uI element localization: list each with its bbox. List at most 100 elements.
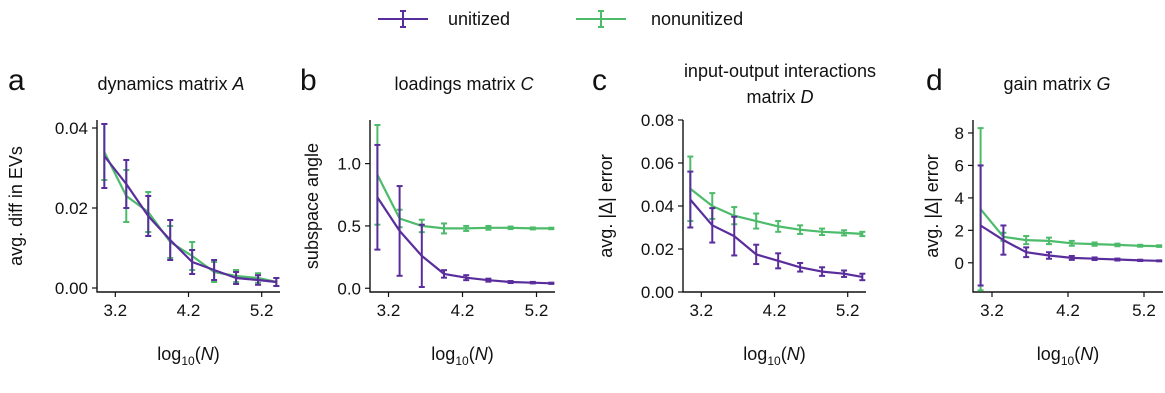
xlabel-close: ): [214, 344, 220, 364]
xlabel-open: (: [1074, 344, 1080, 364]
panel-title: input-output interactions matrix D: [684, 61, 876, 107]
x-tick-label: 4.2: [177, 301, 201, 320]
title-var: D: [801, 87, 814, 107]
x-tick-label: 3.2: [980, 301, 1004, 320]
xlabel-var: N: [787, 344, 801, 364]
panel-title: gain matrix G: [1003, 74, 1110, 94]
title-var: G: [1097, 74, 1111, 94]
series-unitized: [101, 123, 280, 287]
xlabel-var: N: [475, 344, 489, 364]
xlabel-sub: 10: [455, 354, 469, 368]
x-tick-label: 3.2: [689, 301, 713, 320]
y-tick-label: 0.08: [641, 111, 674, 130]
xlabel-var: N: [201, 344, 215, 364]
xlabel-open: (: [195, 344, 201, 364]
panel-letter: a: [8, 64, 25, 97]
xlabel-close: ): [1093, 344, 1099, 364]
y-tick-label: 0.04: [641, 197, 674, 216]
panel-title: dynamics matrix A: [97, 74, 244, 94]
x-tick-label: 4.2: [451, 301, 475, 320]
x-axis-label: log10(N): [157, 344, 219, 368]
xlabel-close: ): [488, 344, 494, 364]
panel-title: loadings matrix C: [394, 74, 534, 94]
panel-b: b loadings matrix C 0.0 0.5 1.0 3.2 4.2 5.2 log1…: [300, 64, 555, 368]
x-tick-label: 4.2: [763, 301, 787, 320]
legend: unitized nonunitized: [378, 9, 743, 29]
y-tick-label: 4: [955, 189, 964, 208]
series-nonunitized: [977, 127, 1163, 292]
y-tick-label: 0.04: [55, 119, 88, 138]
xlabel-log: log: [431, 344, 455, 364]
x-tick-label: 5.2: [250, 301, 274, 320]
series-nonunitized: [687, 155, 866, 238]
y-tick-label: 0.02: [641, 240, 674, 259]
x-tick-label: 5.2: [836, 301, 860, 320]
x-tick-label: 4.2: [1056, 301, 1080, 320]
title-var: A: [232, 74, 245, 94]
series-line-nonunitized: [103, 151, 277, 284]
series-line-unitized: [103, 155, 277, 284]
title-line-1: input-output interactions: [684, 61, 876, 81]
title-main: gain matrix: [1003, 74, 1096, 94]
xlabel-var: N: [1080, 344, 1094, 364]
series-line-nonunitized: [376, 174, 552, 230]
title-text: gain matrix G: [1003, 74, 1110, 94]
y-tick-label: 2: [955, 221, 964, 240]
y-tick-label: 0.0: [337, 279, 361, 298]
xlabel-log: log: [743, 344, 767, 364]
y-tick-label: 1.0: [337, 155, 361, 174]
title-text: dynamics matrix A: [97, 74, 244, 94]
legend-label: unitized: [448, 9, 510, 29]
xlabel-log: log: [1037, 344, 1061, 364]
x-tick-label: 3.2: [103, 301, 127, 320]
y-tick-label: 0.00: [641, 283, 674, 302]
y-axis-label: avg. |Δ| error: [596, 154, 616, 257]
legend-item-nonunitized: nonunitized: [576, 9, 743, 29]
title-var: C: [521, 74, 535, 94]
xlabel-sub: 10: [1061, 354, 1075, 368]
series-unitized: [374, 143, 555, 289]
panel-letter: b: [300, 64, 317, 97]
series-line-unitized: [689, 198, 863, 278]
y-tick-label: 0.02: [55, 199, 88, 218]
xlabel-close: ): [800, 344, 806, 364]
xlabel-open: (: [469, 344, 475, 364]
y-axis-label: subspace angle: [302, 143, 322, 269]
title-text: loadings matrix C: [394, 74, 534, 94]
xlabel-log: log: [157, 344, 181, 364]
panel-letter: d: [926, 64, 943, 97]
title-line-2: matrix D: [747, 87, 814, 107]
xlabel-sub: 10: [181, 354, 195, 368]
y-axis-label: avg. diff in EVs: [6, 146, 26, 266]
x-tick-label: 5.2: [1132, 301, 1156, 320]
series-unitized: [977, 164, 1163, 287]
series-nonunitized: [374, 123, 555, 235]
y-tick-label: 0.5: [337, 217, 361, 236]
panel-letter: c: [592, 64, 607, 97]
y-tick-label: 0: [955, 254, 964, 273]
y-tick-label: 0.06: [641, 154, 674, 173]
series-nonunitized: [101, 123, 280, 287]
xlabel-open: (: [781, 344, 787, 364]
panel-d: d gain matrix G 0 2 4 6 8 3.2 4.2 5.2 log10(N) avg.…: [922, 64, 1163, 368]
y-axis-label: avg. |Δ| error: [922, 154, 942, 257]
y-tick-label: 0.00: [55, 279, 88, 298]
legend-label: nonunitized: [651, 9, 743, 29]
series-unitized: [687, 170, 866, 282]
y-tick-label: 8: [955, 124, 964, 143]
title-main: loadings matrix: [394, 74, 520, 94]
x-axis-label: log10(N): [743, 344, 805, 368]
y-tick-label: 6: [955, 156, 964, 175]
panel-a: a dynamics matrix A 0.00 0.02 0.04 3.2 4.2 5.2 l…: [6, 64, 280, 368]
panels: a dynamics matrix A0.000.020.043.2 4.2 5.2l…: [6, 61, 1163, 368]
x-axis-label: log10(N): [431, 344, 493, 368]
title-main: dynamics matrix: [97, 74, 232, 94]
x-tick-label: 5.2: [525, 301, 549, 320]
x-axis-label: log10(N): [1037, 344, 1099, 368]
x-tick-label: 3.2: [377, 301, 401, 320]
series-line-unitized: [376, 196, 552, 285]
panel-c: c input-output interactions matrix D 0.00 0.…: [592, 61, 876, 368]
xlabel-sub: 10: [767, 354, 781, 368]
title-main: matrix: [747, 87, 801, 107]
